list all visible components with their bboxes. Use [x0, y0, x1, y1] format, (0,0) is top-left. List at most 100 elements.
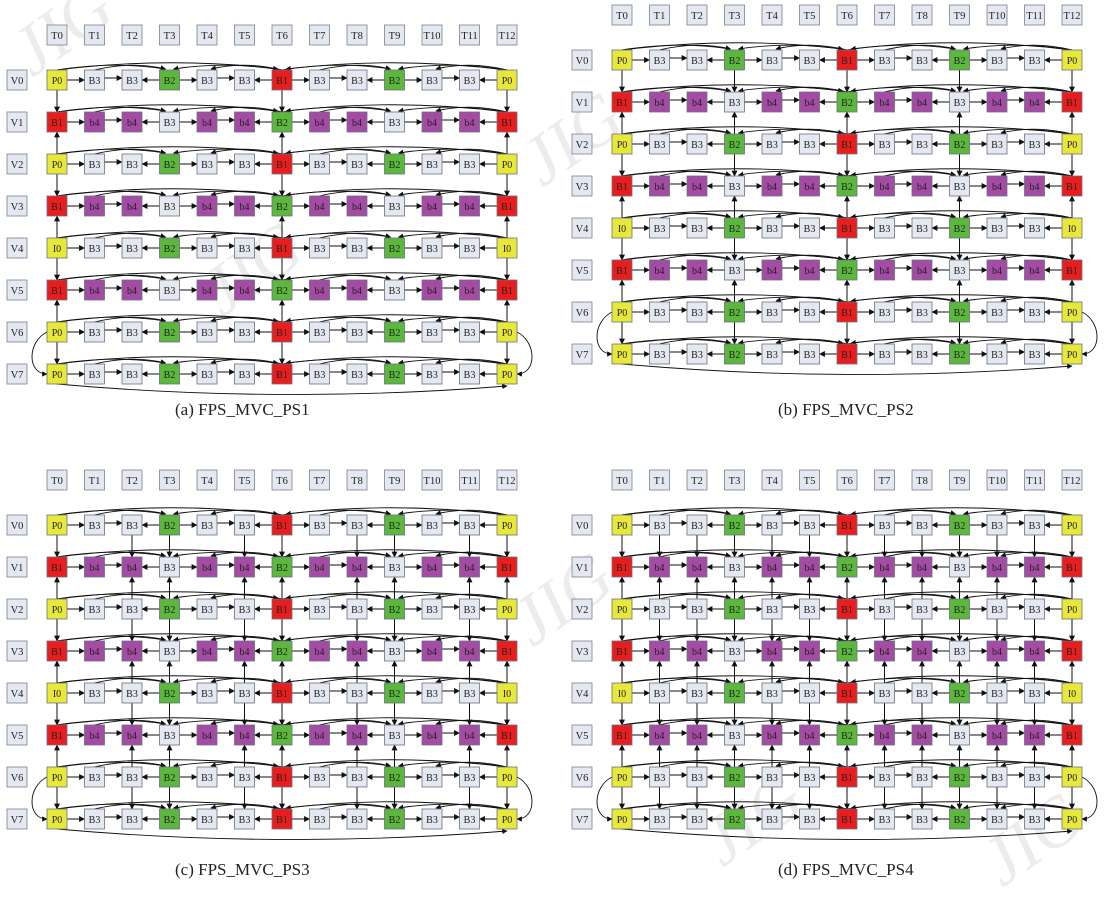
svg-text:B2: B2: [276, 202, 288, 213]
svg-text:B3: B3: [916, 521, 928, 532]
frame-node-b3: B3: [459, 153, 480, 175]
svg-text:B3: B3: [126, 160, 138, 171]
frame-node-b3: B3: [686, 49, 708, 71]
svg-text:P0: P0: [502, 773, 513, 784]
frame-node-b4: b4: [649, 724, 670, 746]
svg-text:B3: B3: [804, 224, 816, 235]
frame-node-b4: b4: [121, 279, 143, 301]
frame-node-b3: B3: [911, 49, 933, 71]
svg-text:B1: B1: [616, 647, 628, 658]
svg-text:B2: B2: [954, 605, 966, 616]
frame-node-b1: B1: [46, 111, 68, 133]
view-label-v5: V5: [571, 724, 593, 746]
frame-node-b4: b4: [421, 279, 443, 301]
frame-node-b3: B3: [761, 301, 783, 323]
svg-text:B3: B3: [804, 689, 816, 700]
svg-text:B3: B3: [766, 308, 778, 319]
svg-text:T6: T6: [276, 476, 288, 487]
frame-node-b2: B2: [949, 217, 970, 239]
frame-node-b4: b4: [234, 724, 255, 746]
frame-node-b4: b4: [649, 259, 670, 281]
svg-text:b4: b4: [655, 563, 665, 574]
svg-text:B3: B3: [766, 140, 778, 151]
frame-node-b4: b4: [234, 556, 255, 578]
frame-node-b3: B3: [421, 808, 443, 830]
svg-text:B3: B3: [126, 689, 138, 700]
svg-text:B3: B3: [389, 202, 401, 213]
frame-node-b3: B3: [121, 363, 143, 385]
svg-text:b4: b4: [465, 118, 475, 129]
svg-text:B3: B3: [991, 350, 1003, 361]
frame-node-b4: b4: [874, 91, 895, 113]
svg-text:B2: B2: [729, 224, 741, 235]
frame-node-b3: B3: [761, 343, 783, 365]
frame-node-b4: b4: [686, 556, 708, 578]
svg-text:P0: P0: [1067, 350, 1078, 361]
frame-node-b3: B3: [911, 514, 933, 536]
frame-node-b3: B3: [346, 514, 368, 536]
frame-node-b1: B1: [46, 724, 68, 746]
frame-node-b3: B3: [649, 301, 670, 323]
svg-text:B1: B1: [616, 731, 628, 742]
frame-node-b2: B2: [159, 598, 180, 620]
svg-text:B1: B1: [51, 563, 63, 574]
time-label-t10: T10: [421, 24, 443, 46]
frame-node-b4: b4: [649, 556, 670, 578]
svg-text:B3: B3: [89, 76, 101, 87]
svg-text:B2: B2: [276, 118, 288, 129]
frame-node-b2: B2: [949, 682, 970, 704]
time-label-t11: T11: [459, 24, 480, 46]
svg-text:b4: b4: [692, 266, 702, 277]
svg-text:B3: B3: [1029, 605, 1041, 616]
frame-node-b4: b4: [761, 175, 783, 197]
svg-text:V6: V6: [576, 773, 589, 784]
svg-text:B3: B3: [351, 773, 363, 784]
frame-node-b3: B3: [949, 640, 970, 662]
frame-node-b4: b4: [459, 195, 480, 217]
frame-node-b3: B3: [459, 69, 480, 91]
svg-text:b4: b4: [427, 731, 437, 742]
frame-node-b3: B3: [649, 808, 670, 830]
frame-node-b3: B3: [384, 640, 405, 662]
svg-text:P0: P0: [617, 140, 628, 151]
frame-node-b2: B2: [724, 682, 745, 704]
svg-text:B3: B3: [314, 521, 326, 532]
svg-text:B3: B3: [164, 647, 176, 658]
view-label-v3: V3: [571, 175, 593, 197]
frame-node-b4: b4: [196, 556, 218, 578]
svg-text:B1: B1: [276, 815, 288, 826]
svg-text:b4: b4: [127, 647, 137, 658]
frame-node-b4: b4: [84, 640, 105, 662]
frame-node-b3: B3: [121, 153, 143, 175]
svg-text:B3: B3: [691, 350, 703, 361]
svg-text:V4: V4: [576, 689, 590, 700]
frame-node-b3: B3: [309, 766, 330, 788]
frame-node-b3: B3: [121, 69, 143, 91]
svg-text:b4: b4: [315, 286, 325, 297]
frame-node-b1: B1: [836, 301, 858, 323]
svg-text:B2: B2: [954, 773, 966, 784]
svg-text:B1: B1: [51, 118, 63, 129]
frame-node-b3: B3: [949, 556, 970, 578]
frame-node-b4: b4: [346, 111, 368, 133]
view-label-v2: V2: [571, 133, 593, 155]
frame-node-b4: b4: [761, 259, 783, 281]
time-label-t5: T5: [234, 24, 255, 46]
svg-text:B3: B3: [804, 140, 816, 151]
svg-text:T10: T10: [424, 31, 441, 42]
frame-node-b4: b4: [234, 640, 255, 662]
frame-node-b2: B2: [724, 343, 745, 365]
frame-node-b4: b4: [1024, 175, 1045, 197]
frame-node-b3: B3: [159, 556, 180, 578]
svg-text:b4: b4: [1030, 98, 1040, 109]
svg-text:P0: P0: [52, 328, 63, 339]
svg-text:B3: B3: [691, 140, 703, 151]
svg-text:b4: b4: [992, 182, 1002, 193]
frame-node-b3: B3: [686, 514, 708, 536]
frame-node-b3: B3: [949, 175, 970, 197]
svg-text:B3: B3: [389, 647, 401, 658]
frame-node-b4: b4: [761, 724, 783, 746]
svg-text:b4: b4: [767, 98, 777, 109]
svg-text:B1: B1: [841, 521, 853, 532]
frame-node-b3: B3: [761, 514, 783, 536]
